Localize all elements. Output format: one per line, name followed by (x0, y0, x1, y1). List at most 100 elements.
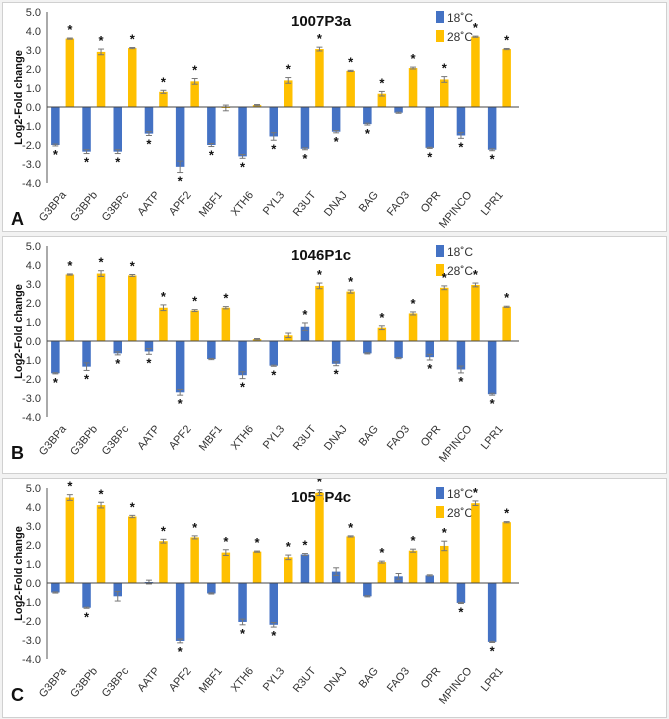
legend-swatch (436, 264, 444, 276)
x-tick-label: PYL3 (261, 665, 287, 693)
bar-28c (471, 36, 480, 108)
x-tick-label: R3UT (291, 665, 319, 695)
significance-star: * (286, 62, 292, 77)
bar-28c (96, 273, 106, 341)
significance-star: * (130, 499, 136, 514)
bar-28c (502, 306, 511, 341)
bar-28c (408, 68, 418, 107)
x-tick-label: XTH6 (229, 665, 256, 694)
chart-title: 1007P3a (291, 13, 352, 30)
legend-label: 28˚C (447, 30, 473, 44)
significance-star: * (317, 267, 323, 282)
significance-star: * (99, 33, 105, 48)
significance-star: * (271, 628, 277, 643)
bar-18c (456, 583, 466, 603)
panel-c: 5.0 4.0 3.0 2.0 1.0 0.0 -1.0 -2.0 -3.0 -4.0 Log2-F… (2, 478, 667, 718)
bar-18c (487, 583, 497, 642)
legend-swatch (436, 11, 444, 23)
bar-28c (346, 70, 355, 107)
significance-star: * (302, 307, 308, 322)
bar-28c (284, 557, 293, 583)
y-tick-label: -3.0 (22, 159, 41, 171)
legend-label: 18˚C (447, 487, 473, 501)
significance-star: * (490, 396, 496, 411)
significance-star: * (473, 485, 479, 500)
significance-star: * (240, 626, 246, 641)
y-tick-label: 5.0 (26, 241, 41, 253)
significance-star: * (240, 159, 246, 174)
x-tick-label: LPR1 (479, 665, 506, 694)
bar-18c (300, 554, 310, 583)
bar-28c (377, 327, 387, 341)
significance-star: * (192, 63, 198, 78)
legend-label: 18˚C (447, 245, 473, 259)
x-tick-label: DNAJ (322, 423, 350, 453)
significance-star: * (379, 75, 385, 90)
significance-star: * (161, 523, 167, 538)
y-tick-label: 0.0 (26, 102, 41, 114)
bar-28c (471, 284, 480, 341)
significance-star: * (458, 374, 464, 389)
bar-18c (113, 107, 122, 152)
panel-b: 5.0 4.0 3.0 2.0 1.0 0.0 -1.0 -2.0 -3.0 -4.0 Log2-F… (2, 236, 667, 474)
significance-star: * (271, 141, 277, 156)
bar-18c (425, 341, 434, 358)
y-tick-label: -2.0 (22, 374, 41, 386)
x-tick-label: BAG (357, 423, 381, 449)
significance-star: * (504, 506, 510, 521)
significance-star: * (223, 534, 229, 549)
x-tick-label: MPINCO (437, 665, 475, 707)
y-tick-label: 4.0 (26, 26, 41, 38)
bar-28c (190, 310, 199, 341)
bar-18c (269, 341, 278, 366)
bar-28c (315, 492, 324, 583)
x-tick-label: DNAJ (322, 189, 350, 219)
x-tick-label: MBF1 (197, 189, 225, 219)
x-tick-label: G3BPc (100, 189, 132, 224)
y-tick-label: 5.0 (26, 7, 41, 19)
bar-18c (82, 341, 91, 367)
x-tick-label: G3BPa (37, 665, 70, 701)
bar-28c (284, 335, 293, 341)
bar-28c (190, 537, 199, 583)
x-tick-label: MBF1 (197, 665, 225, 695)
significance-star: * (348, 520, 354, 535)
y-tick-label: -1.0 (22, 597, 41, 609)
y-tick-label: 0.0 (26, 578, 41, 590)
significance-star: * (84, 371, 90, 386)
bar-18c (113, 341, 122, 354)
bar-28c (96, 505, 106, 583)
significance-star: * (348, 54, 354, 69)
y-tick-label: 1.0 (26, 317, 41, 329)
significance-star: * (504, 32, 510, 47)
x-tick-label: FAO3 (385, 423, 412, 452)
significance-star: * (379, 545, 385, 560)
y-tick-label: 2.0 (26, 64, 41, 76)
bar-18c (144, 341, 154, 352)
y-tick-label: -4.0 (22, 412, 41, 424)
bar-28c (159, 307, 168, 341)
significance-star: * (115, 356, 121, 371)
significance-star: * (240, 380, 246, 395)
bar-18c (425, 575, 434, 583)
x-tick-label: G3BPc (100, 423, 132, 458)
significance-star: * (427, 149, 433, 164)
x-tick-label: G3BPa (37, 189, 70, 225)
significance-star: * (178, 644, 184, 659)
bar-28c (408, 550, 418, 583)
x-tick-label: MBF1 (197, 423, 225, 453)
y-axis-label: Log2-Fold change (13, 284, 25, 379)
significance-star: * (442, 270, 448, 285)
legend-label: 28˚C (447, 264, 473, 278)
bar-28c (408, 313, 418, 341)
bar-28c (159, 541, 168, 583)
significance-star: * (192, 520, 198, 535)
bar-28c (65, 497, 75, 583)
bar-28c (65, 38, 75, 107)
y-tick-label: 1.0 (26, 559, 41, 571)
bar-28c (440, 545, 449, 583)
significance-star: * (334, 367, 340, 382)
significance-star: * (130, 32, 136, 47)
bar-28c (440, 287, 449, 341)
significance-star: * (458, 139, 464, 154)
